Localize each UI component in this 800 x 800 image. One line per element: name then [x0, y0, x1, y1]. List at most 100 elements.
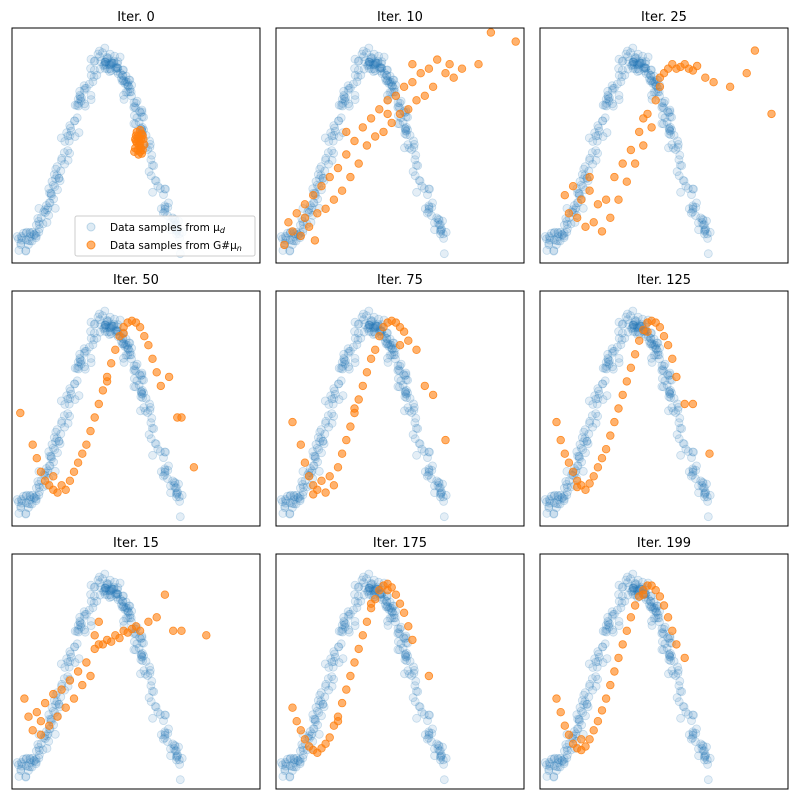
data-point: [285, 772, 295, 781]
data-point: [399, 370, 409, 379]
generated-point: [49, 689, 58, 699]
data-point: [369, 64, 379, 74]
data-point: [31, 491, 41, 501]
data-point: [150, 175, 160, 185]
data-point: [155, 447, 165, 456]
data-point: [153, 181, 163, 191]
data-point: [372, 58, 382, 68]
data-point: [36, 739, 46, 749]
data-point: [614, 596, 624, 606]
data-point: [46, 188, 56, 198]
generated-point: [639, 114, 648, 123]
data-point: [600, 113, 610, 123]
data-point: [121, 350, 131, 360]
data-point: [280, 494, 290, 504]
data-point: [130, 364, 140, 374]
generated-point: [614, 404, 623, 413]
data-point: [379, 52, 389, 62]
data-point: [34, 743, 44, 752]
generated-point: [366, 354, 376, 363]
generated-point: [329, 195, 339, 204]
data-point: [689, 710, 698, 720]
data-point: [614, 91, 624, 100]
data-point: [623, 327, 633, 337]
data-point: [313, 170, 323, 179]
data-point: [285, 235, 295, 245]
panel-title: Iter. 0: [117, 10, 155, 25]
data-point: [553, 753, 563, 763]
data-point: [146, 681, 156, 691]
data-point: [542, 760, 551, 770]
data-point: [77, 356, 86, 366]
data-point: [679, 176, 689, 186]
generated-point: [69, 694, 79, 703]
data-point: [171, 751, 181, 761]
data-point: [428, 724, 437, 734]
data-point: [579, 690, 589, 700]
data-point: [603, 90, 613, 100]
data-point: [16, 240, 26, 250]
data-point: [341, 356, 351, 366]
data-point: [21, 772, 31, 781]
data-point: [687, 716, 696, 725]
data-point: [408, 693, 418, 702]
data-point: [364, 320, 374, 330]
data-point: [692, 461, 701, 471]
data-point: [127, 354, 136, 364]
generated-point: [560, 449, 569, 458]
data-point: [17, 498, 27, 508]
data-point: [382, 71, 392, 80]
data-point: [657, 629, 667, 638]
data-point: [577, 696, 587, 705]
data-point: [400, 669, 409, 679]
data-point: [703, 512, 713, 522]
data-point: [47, 454, 56, 464]
data-point: [614, 317, 624, 327]
data-point: [403, 388, 413, 398]
data-point: [576, 443, 586, 453]
data-point: [623, 52, 632, 62]
data-point: [583, 702, 593, 712]
data-point: [694, 218, 703, 228]
data-point: [70, 658, 80, 667]
data-point: [16, 494, 26, 504]
data-point: [363, 61, 373, 71]
data-point: [580, 433, 590, 443]
data-point: [593, 384, 603, 394]
panel-frame: [539, 27, 789, 264]
data-point: [100, 569, 110, 579]
data-point: [59, 148, 69, 158]
data-point: [35, 750, 44, 760]
data-point: [667, 112, 676, 122]
data-point: [60, 663, 70, 672]
data-point: [318, 699, 328, 709]
data-point: [659, 98, 669, 108]
data-point: [385, 350, 395, 360]
data-point: [113, 589, 123, 599]
data-point: [651, 607, 661, 616]
data-point: [430, 481, 439, 491]
data-point: [677, 424, 687, 434]
data-point: [164, 461, 173, 471]
data-point: [329, 148, 339, 158]
generated-point: [457, 64, 467, 73]
data-point: [170, 740, 179, 750]
data-point: [162, 737, 172, 746]
data-point: [616, 603, 626, 613]
data-point: [76, 359, 86, 369]
data-point: [436, 750, 446, 760]
data-point: [309, 724, 319, 734]
data-point: [336, 113, 346, 123]
generated-point: [585, 735, 594, 744]
data-point: [629, 320, 639, 329]
data-point: [359, 315, 368, 325]
data-point: [118, 70, 127, 80]
generated-point: [564, 209, 574, 218]
data-point: [559, 491, 569, 501]
data-point: [112, 592, 121, 602]
data-point: [430, 225, 440, 235]
generated-point: [49, 472, 58, 481]
data-point: [671, 145, 680, 154]
data-point: [72, 639, 82, 649]
data-point: [660, 639, 670, 649]
